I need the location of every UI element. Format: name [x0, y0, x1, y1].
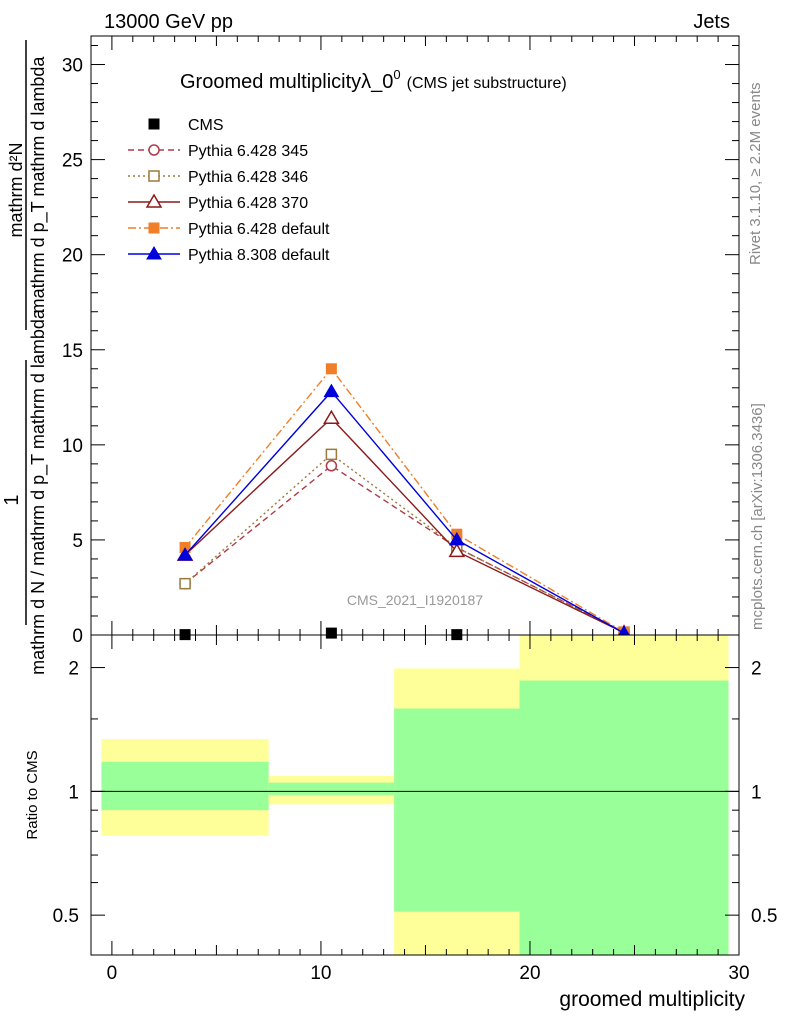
title-main: Groomed multiplicityλ_0	[180, 71, 393, 93]
ratio-y-tick-label: 0.5	[53, 906, 79, 927]
data-point	[177, 547, 193, 561]
legend-entry: Pythia 8.308 default	[128, 246, 330, 264]
series-line	[184, 417, 625, 634]
main-axis-ticks: 0 5 10 15 20 25 30	[62, 36, 740, 647]
legend-marker	[148, 170, 160, 182]
y-tick-label: 5	[72, 531, 83, 552]
data-point	[325, 448, 338, 461]
rivet-label: Rivet 3.1.10, ≥ 2.2M events	[747, 83, 764, 266]
data-point	[448, 542, 466, 558]
x-tick-label: 30	[728, 963, 749, 984]
mcplots-label: mcplots.cern.ch [arXiv:1306.3436]	[749, 403, 766, 630]
data-point	[323, 383, 340, 398]
ratio-y-tick-label-right: 1	[751, 782, 762, 803]
legend-marker	[146, 246, 162, 260]
series-1	[179, 460, 630, 638]
legend-label: Pythia 6.428 370	[188, 195, 308, 212]
header-left: 13000 GeV pp	[104, 11, 233, 33]
legend-entry: Pythia 6.428 346	[128, 169, 308, 186]
legend-entry: Pythia 6.428 345	[128, 143, 308, 160]
series-line	[184, 390, 625, 634]
ratio-y-tick-label-right: 0.5	[751, 906, 777, 927]
data-point	[323, 409, 340, 424]
data-point	[179, 577, 191, 590]
chart-title: Groomed multiplicityλ_00 (CMS jet substru…	[180, 67, 567, 93]
title-sup: 0	[393, 67, 400, 82]
series-line	[184, 453, 625, 633]
y-tick-label: 30	[62, 56, 83, 77]
ratio-ylabel: Ratio to CMS	[24, 750, 41, 839]
legend-entry: Pythia 6.428 370	[128, 193, 308, 212]
data-point	[325, 460, 338, 472]
legend: CMS Pythia 6.428 345 Pythia 6.428 346 Pythi…	[128, 117, 330, 264]
main-plot: 0 5 10 15 20 25 30 CMS_2021_I1920187 Groomed m…	[62, 35, 740, 647]
ratio-band-inner	[519, 680, 729, 955]
ratio-band-inner	[101, 761, 269, 811]
ratio-bands	[91, 635, 739, 955]
ratio-band-inner	[268, 782, 395, 795]
title-text: Groomed multiplicityλ_00 (CMS jet substru…	[180, 67, 567, 93]
ylabel-denominator: mathrm d N / mathrm d p_T mathrm d lambd…	[28, 308, 49, 675]
ratio-plot: 0.5 0.51 12 20 10 20 30 Ratio to CMS groomed m…	[24, 634, 777, 1011]
legend-label: Pythia 8.308 default	[188, 247, 330, 264]
x-axis-label: groomed multiplicity	[559, 988, 745, 1011]
ratio-y-tick-label: 1	[68, 782, 79, 803]
legend-marker	[148, 222, 160, 234]
x-tick-label: 20	[519, 963, 540, 984]
ylabel-numerator: 1	[1, 494, 23, 505]
y-tick-label: 20	[62, 246, 83, 267]
legend-label: Pythia 6.428 346	[188, 169, 308, 186]
x-tick-label: 10	[310, 963, 331, 984]
header-right: Jets	[693, 11, 730, 33]
title-subtitle: (CMS jet substructure)	[407, 75, 567, 92]
y-tick-label: 25	[62, 151, 83, 172]
ylabel-numerator-2: mathrm d²N	[6, 142, 26, 237]
legend-entry: CMS	[148, 117, 224, 134]
legend-entry: Pythia 6.428 default	[128, 221, 330, 238]
y-tick-label: 0	[72, 626, 83, 647]
ratio-y-tick-label-right: 2	[751, 659, 762, 680]
ratio-axis-ticks: 0.5 0.51 12 20 10 20 30	[53, 635, 777, 984]
legend-marker	[148, 118, 160, 130]
legend-label: CMS	[188, 117, 224, 134]
ratio-y-tick-label: 2	[68, 659, 79, 680]
watermark: CMS_2021_I1920187	[347, 592, 483, 608]
y-tick-label: 15	[62, 341, 83, 362]
ylabel-denominator-2: mathrm d p_T mathrm d lambda	[28, 56, 49, 314]
ratio-frame	[90, 634, 740, 956]
legend-label: Pythia 6.428 default	[188, 221, 330, 238]
data-point	[448, 531, 465, 546]
data-point	[325, 363, 337, 375]
legend-marker	[148, 144, 160, 156]
y-tick-label: 10	[62, 436, 83, 457]
x-tick-label: 0	[107, 963, 118, 984]
ratio-band-inner	[394, 708, 520, 912]
data-point	[325, 627, 337, 639]
legend-label: Pythia 6.428 345	[188, 143, 308, 160]
legend-marker	[145, 193, 163, 208]
series-line	[184, 367, 625, 633]
